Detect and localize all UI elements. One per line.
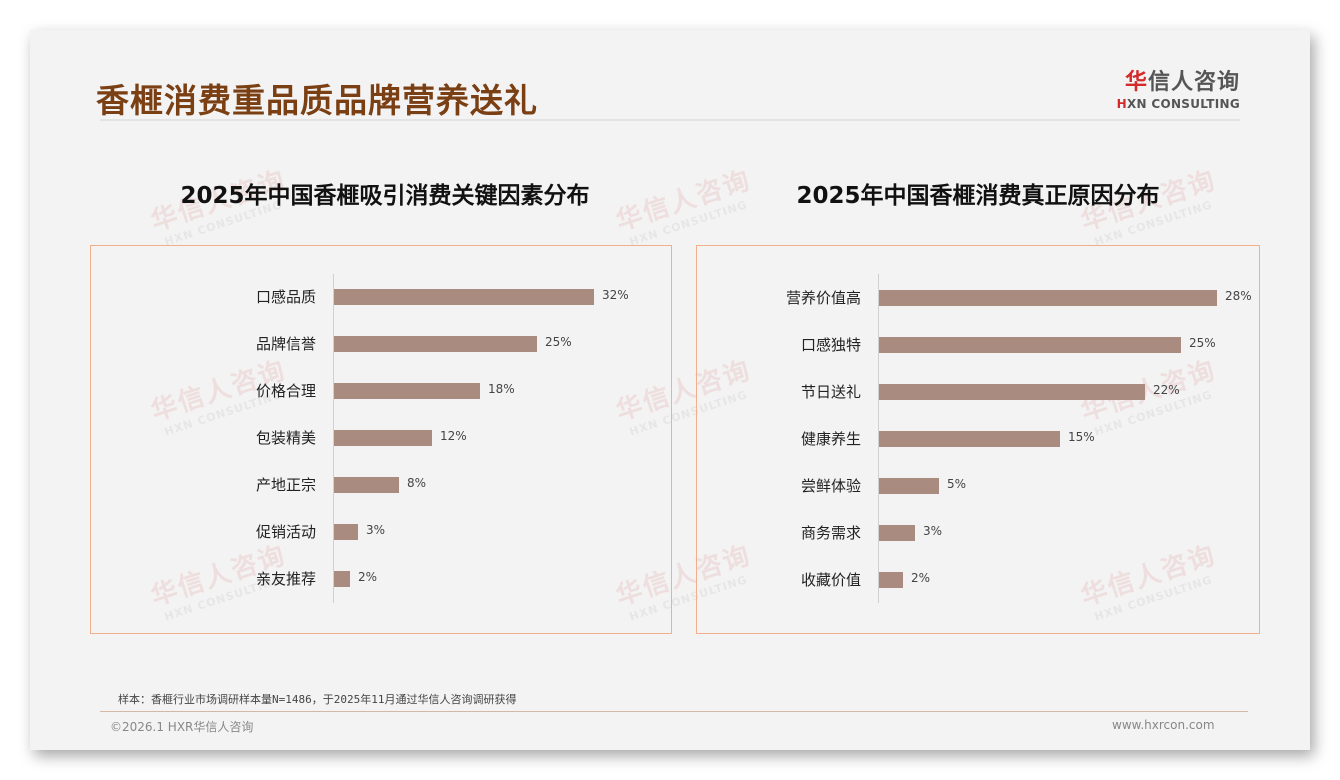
- category-label: 健康养生: [800, 430, 861, 448]
- sample-note: 样本：香榧行业市场调研样本量N=1486，于2025年11月通过华信人咨询调研获…: [118, 693, 517, 706]
- value-label: 28%: [1225, 289, 1252, 303]
- y-axis-line: [333, 274, 334, 603]
- value-label: 25%: [545, 335, 572, 349]
- bar: [879, 478, 939, 494]
- bar: [334, 383, 480, 399]
- slide: 香榧消费重品质品牌营养送礼 华信人咨询 HXN CONSULTING 华信人咨询…: [30, 30, 1310, 750]
- bar-row: 商务需求 3%: [697, 524, 1259, 542]
- bar: [334, 289, 594, 305]
- title-divider: [100, 119, 1240, 121]
- logo-cn-text: 信人咨询: [1147, 70, 1240, 95]
- bar-row: 产地正宗 8%: [91, 476, 671, 494]
- bar-row: 口感独特 25%: [697, 336, 1259, 354]
- value-label: 25%: [1189, 336, 1216, 350]
- footer-divider: [100, 711, 1248, 712]
- category-label: 亲友推荐: [255, 570, 316, 588]
- bar: [879, 525, 915, 541]
- value-label: 3%: [366, 523, 386, 537]
- bar-row: 营养价值高 28%: [697, 289, 1259, 307]
- bar-row: 亲友推荐 2%: [91, 570, 671, 588]
- chart-left: 口感品质 32% 品牌信誉 25% 价格合理 18% 包装精美 12% 产地正宗 8% 促销活动 3%…: [90, 245, 672, 634]
- category-label: 商务需求: [800, 524, 861, 542]
- footer-copyright: ©2026.1 HXR华信人咨询: [110, 720, 254, 734]
- value-label: 5%: [947, 477, 967, 491]
- bar: [879, 431, 1060, 447]
- category-label: 口感品质: [255, 288, 316, 306]
- bar: [334, 524, 358, 540]
- bar: [334, 477, 399, 493]
- logo-cn: 华信人咨询: [1110, 64, 1240, 96]
- category-label: 口感独特: [800, 336, 861, 354]
- bar: [879, 290, 1217, 306]
- value-label: 32%: [602, 288, 629, 302]
- page-title: 香榧消费重品质品牌营养送礼: [96, 81, 538, 120]
- category-label: 产地正宗: [255, 476, 316, 494]
- bar-row: 节日送礼 22%: [697, 383, 1259, 401]
- logo-accent: 华: [1124, 70, 1148, 95]
- bar: [334, 336, 537, 352]
- value-label: 2%: [358, 570, 378, 584]
- bar-row: 包装精美 12%: [91, 429, 671, 447]
- value-label: 2%: [911, 571, 931, 585]
- bar-row: 尝鲜体验 5%: [697, 477, 1259, 495]
- bar: [334, 571, 350, 587]
- footer-website: www.hxrcon.com: [1112, 718, 1215, 732]
- bar-row: 健康养生 15%: [697, 430, 1259, 448]
- category-label: 品牌信誉: [255, 335, 316, 353]
- category-label: 尝鲜体验: [800, 477, 861, 495]
- chart-title-right: 2025年中国香榧消费真正原因分布: [796, 183, 1160, 209]
- chart-right: 营养价值高 28% 口感独特 25% 节日送礼 22% 健康养生 15% 尝鲜体验 5% 商务需求 3…: [696, 245, 1260, 634]
- category-label: 包装精美: [255, 429, 316, 447]
- bar-row: 收藏价值 2%: [697, 571, 1259, 589]
- value-label: 18%: [488, 382, 515, 396]
- category-label: 促销活动: [255, 523, 316, 541]
- bar-row: 促销活动 3%: [91, 523, 671, 541]
- value-label: 12%: [440, 429, 467, 443]
- chart-title-left: 2025年中国香榧吸引消费关键因素分布: [180, 183, 590, 209]
- bar-row: 品牌信誉 25%: [91, 335, 671, 353]
- logo-en: HXN CONSULTING: [1110, 97, 1240, 111]
- category-label: 节日送礼: [800, 383, 861, 401]
- category-label: 营养价值高: [785, 289, 861, 307]
- bar: [879, 572, 903, 588]
- category-label: 收藏价值: [800, 571, 861, 589]
- logo-en-text: XN CONSULTING: [1126, 97, 1240, 111]
- value-label: 22%: [1153, 383, 1180, 397]
- bar: [334, 430, 432, 446]
- y-axis-line: [878, 274, 879, 603]
- company-logo: 华信人咨询 HXN CONSULTING: [1110, 64, 1240, 111]
- value-label: 8%: [407, 476, 427, 490]
- bar: [879, 337, 1181, 353]
- bar-row: 价格合理 18%: [91, 382, 671, 400]
- value-label: 3%: [923, 524, 943, 538]
- category-label: 价格合理: [255, 382, 316, 400]
- bar: [879, 384, 1145, 400]
- logo-en-accent: H: [1116, 97, 1127, 111]
- value-label: 15%: [1068, 430, 1095, 444]
- bar-row: 口感品质 32%: [91, 288, 671, 306]
